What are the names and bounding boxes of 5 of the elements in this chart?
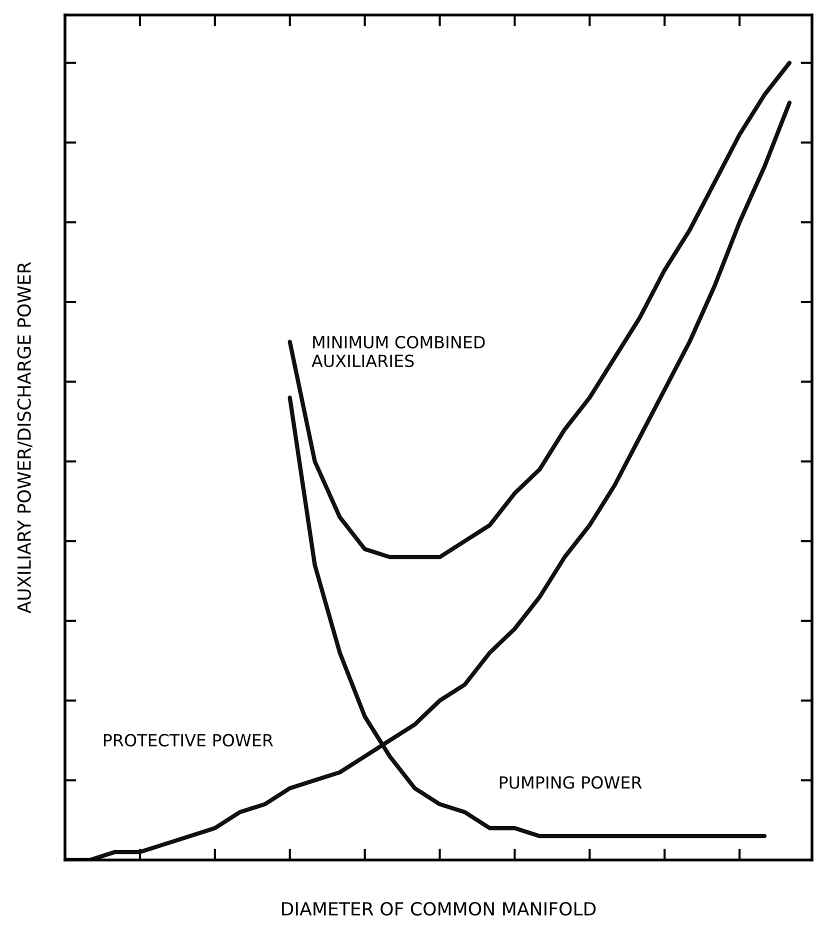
text: PUMPING POWER (500, 776, 642, 789)
x-axis-title: DIAMETER OF COMMON MANIFOLD (282, 902, 596, 916)
y-axis-title: AUXILIARY POWER/DISCHARGE POWER (17, 262, 32, 614)
series-label: MINIMUM COMBINED AUXILIARIES (312, 336, 485, 368)
text: PROTECTIVE POWER (104, 734, 274, 747)
